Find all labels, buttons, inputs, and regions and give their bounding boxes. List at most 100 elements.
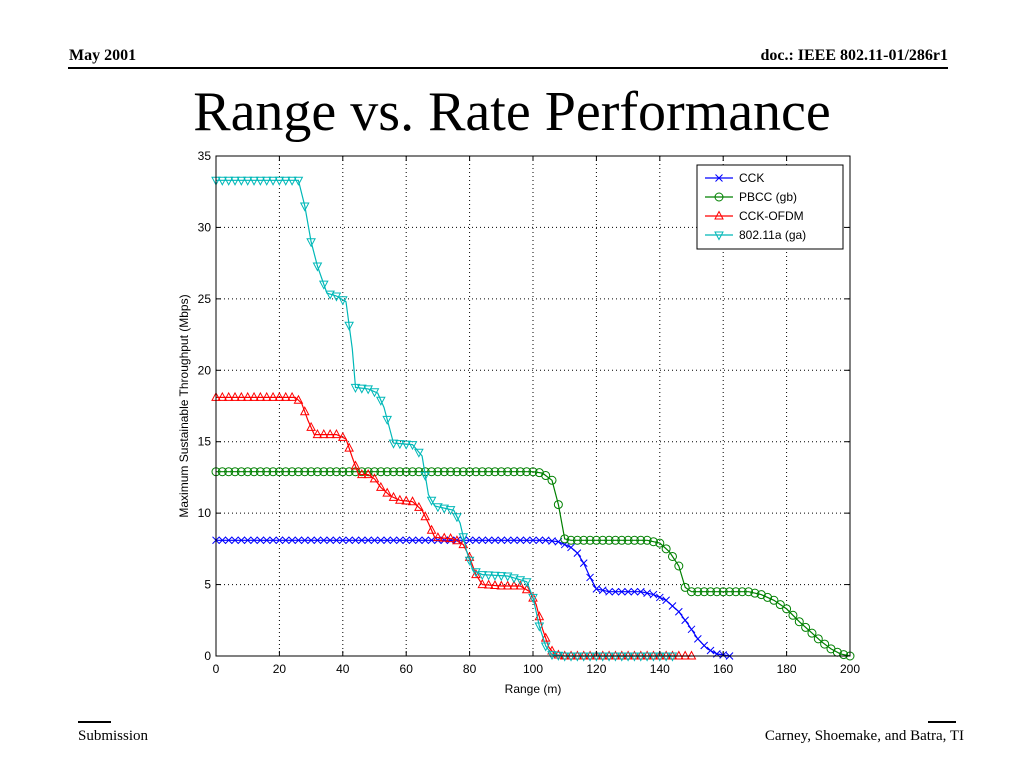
data-point [503,467,513,477]
data-point [586,573,594,582]
data-point [635,650,646,660]
data-point [370,467,379,477]
data-point [541,536,550,545]
data-point [471,467,481,477]
y-tick-label: 20 [198,363,212,377]
slide-title: Range vs. Rate Performance [193,81,831,143]
data-point [629,535,639,545]
legend-label: PBCC (gb) [739,190,797,204]
data-point [579,559,588,567]
data-point [344,442,354,452]
data-point [458,467,468,477]
data-point [433,467,443,477]
data-point [604,652,614,662]
data-point [605,587,613,596]
data-point [529,536,537,545]
data-point [573,549,582,557]
data-point [820,639,830,649]
data-point [363,469,373,479]
data-point [528,467,538,477]
y-tick-label: 30 [198,220,212,234]
data-point [274,391,285,401]
data-point [338,536,347,545]
y-axis-label: Maximum Sustainable Throughput (Mbps) [177,294,191,517]
x-tick-label: 140 [650,662,670,676]
footer-submission: Submission [78,728,149,744]
data-point [661,650,671,660]
data-point [521,578,532,588]
series-pbcc-gb [211,467,855,661]
data-point [319,536,328,545]
data-point [744,587,754,597]
data-point [280,391,291,401]
data-point [540,632,551,642]
data-point [769,595,779,605]
data-point [331,429,342,439]
data-point [344,467,354,477]
data-point [293,467,303,477]
data-point [242,391,253,401]
data-point [477,579,488,589]
data-point [510,536,518,545]
data-point [662,596,670,605]
data-point [630,587,639,596]
data-point [490,571,500,581]
data-point [465,536,474,545]
data-point [230,391,240,401]
data-point [383,536,392,545]
data-point [648,650,659,660]
data-point [553,649,564,659]
y-tick-label: 5 [204,578,211,592]
data-point [318,429,329,439]
data-point [287,391,297,401]
data-point [250,536,258,545]
y-tick-label: 35 [198,149,212,163]
data-point [407,496,418,506]
data-point [281,536,290,545]
data-point [699,587,709,597]
data-point [407,441,418,451]
data-point [715,174,723,182]
data-point [370,536,379,545]
data-point [540,642,551,652]
data-point [750,588,760,598]
data-point [300,536,309,545]
data-point [345,536,353,545]
data-point [737,587,747,597]
data-point [299,202,310,212]
data-point [597,652,608,662]
data-point [236,176,247,186]
data-point [281,467,291,477]
data-point [635,652,646,662]
data-point [687,587,696,597]
x-tick-label: 60 [400,662,414,676]
data-point [642,652,652,662]
data-point [249,176,259,186]
data-point [420,511,431,521]
x-tick-label: 100 [523,662,543,676]
data-point [408,467,418,477]
data-point [351,536,360,545]
data-point [382,415,393,425]
data-point [484,536,493,545]
data-point [439,532,450,542]
data-point [306,238,316,248]
data-point [376,467,386,477]
data-point [559,652,570,662]
data-point [401,467,411,477]
data-point [395,440,405,450]
data-point [616,650,627,660]
data-point [636,535,646,545]
data-point [471,569,481,579]
data-point [597,650,608,660]
data-point [566,652,576,662]
data-point [338,467,348,477]
data-point [243,536,252,545]
data-point [560,534,570,544]
data-point [313,536,322,545]
data-point [231,536,239,545]
data-point [585,535,595,545]
legend-entry: PBCC (gb) [705,190,797,204]
data-point [356,384,367,394]
data-point [693,587,703,597]
